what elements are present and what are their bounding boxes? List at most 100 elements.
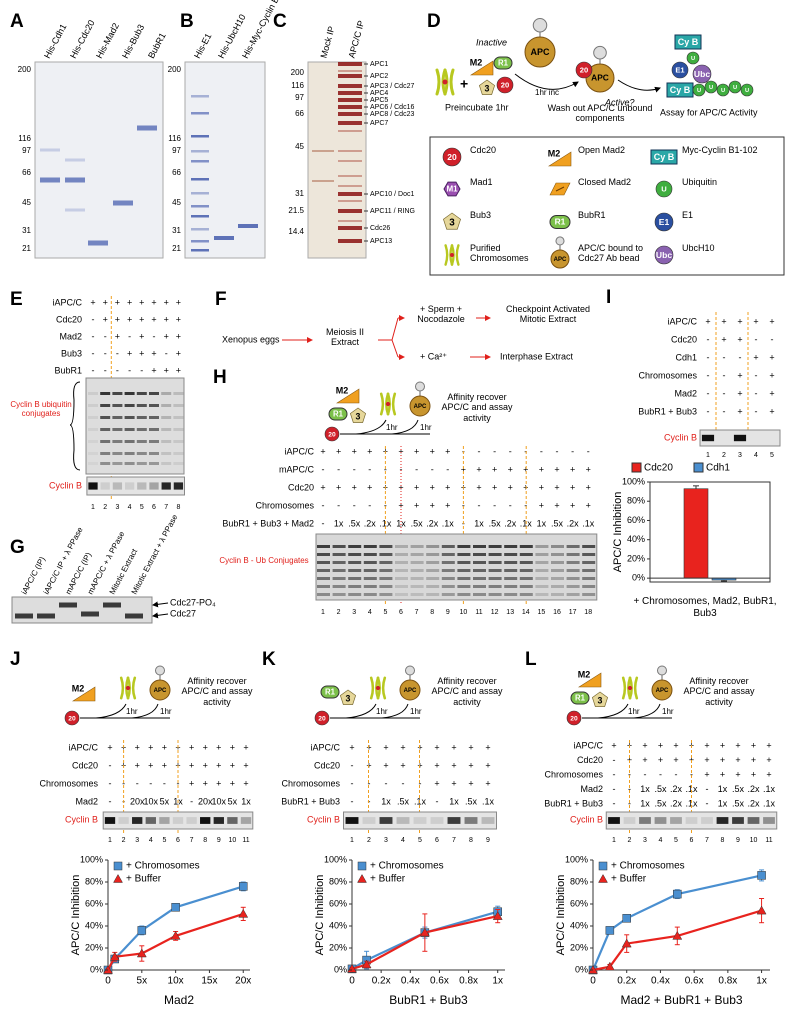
legend-marker (357, 873, 367, 883)
row-label: Mad2 (580, 784, 603, 794)
icon-label: U (691, 56, 695, 62)
band (136, 440, 147, 443)
row-label: Cdc20 (577, 755, 603, 765)
marker (756, 905, 767, 915)
row-cell: - (571, 446, 574, 456)
row-label: iAPC/C (667, 316, 697, 326)
y-axis-label: APC/C Inhibition (314, 875, 326, 956)
band (317, 593, 330, 596)
band (317, 553, 330, 556)
band (149, 452, 159, 455)
row-cell: - (337, 500, 340, 510)
row-cell: + (398, 482, 403, 492)
band (582, 569, 596, 572)
row-cell: - (337, 464, 340, 474)
row-cell: + (203, 742, 208, 752)
row-cell: + (523, 464, 528, 474)
icon-label: 20 (68, 715, 76, 722)
row-cell: + (737, 388, 742, 398)
icon-label: APC (591, 73, 609, 83)
row-cell: + (751, 769, 756, 779)
icon (650, 149, 678, 165)
row-cell: + (115, 314, 120, 324)
band (763, 817, 775, 824)
icon (655, 180, 673, 198)
band (410, 585, 424, 588)
icon-label: U (745, 88, 749, 94)
row-cell: + (586, 464, 591, 474)
icon-label: U (721, 88, 725, 94)
band (379, 569, 393, 572)
band (535, 569, 549, 572)
marker (109, 951, 120, 961)
row-cell: - (706, 784, 709, 794)
marker-label: 66 (172, 168, 181, 177)
band (338, 70, 362, 72)
icon (627, 685, 633, 691)
gel (102, 811, 254, 830)
row-cell: + (720, 769, 725, 779)
row-cell: + (127, 314, 132, 324)
panel-label: A (10, 11, 24, 32)
label: Cyclin B (65, 814, 98, 824)
band (124, 404, 135, 407)
icon-label: R1 (325, 688, 336, 697)
band (551, 577, 564, 580)
legend-label: + Chromosomes (370, 861, 444, 872)
row-cell: - (446, 464, 449, 474)
band (566, 545, 580, 548)
icon-label: Cy B (654, 152, 675, 162)
text-box: Wash out APC/C unbound components (548, 103, 653, 123)
band (551, 545, 564, 548)
icon-label: U (709, 85, 713, 91)
band-label: APC3 / Cdc27 (370, 83, 414, 90)
row-cell: - (707, 388, 710, 398)
x-tick-label: 0 (590, 976, 596, 987)
band (363, 561, 377, 564)
band (132, 817, 143, 824)
row-label: Cdc20 (56, 314, 82, 324)
row-cell: + (753, 352, 758, 362)
band (338, 185, 362, 187)
bar (683, 488, 709, 579)
row-cell: + (737, 406, 742, 416)
lane-number: 1 (108, 837, 112, 844)
band (332, 545, 346, 548)
lane-number: 16 (553, 609, 561, 616)
row-cell: + (135, 760, 140, 770)
row-cell: - (613, 798, 616, 808)
lane-number: 1 (706, 452, 710, 459)
band (88, 240, 108, 246)
lane-number: 8 (430, 609, 434, 616)
row-cell: .2x (364, 518, 377, 528)
row-cell: - (723, 388, 726, 398)
band (332, 577, 346, 580)
row-cell: - (540, 446, 543, 456)
row-cell: - (400, 464, 403, 474)
row-cell: + (203, 778, 208, 788)
row-cell: - (109, 796, 112, 806)
row-cell: - (509, 500, 512, 510)
marker (621, 938, 632, 948)
icon (651, 679, 673, 701)
icon-label: APC (414, 404, 427, 410)
text-box: + Sperm + Nocodazole (417, 304, 465, 325)
band (426, 593, 440, 596)
icon (339, 689, 357, 705)
lane-number: 2 (367, 837, 371, 844)
band (88, 416, 98, 419)
band (504, 561, 518, 564)
row-cell: + (430, 482, 435, 492)
lane-number: 9 (736, 837, 740, 844)
band (332, 561, 346, 564)
band (441, 569, 455, 572)
row-cell: + (230, 742, 235, 752)
text-box: Affinity recover APC/C and assay activit… (683, 676, 755, 707)
row-cell: .1x (442, 518, 455, 528)
band (338, 112, 362, 116)
band (112, 452, 123, 455)
row-cell: + (468, 742, 473, 752)
lane-number: 5 (674, 837, 678, 844)
row-cell: .5x (654, 784, 667, 794)
lane-number: 4 (754, 452, 758, 459)
